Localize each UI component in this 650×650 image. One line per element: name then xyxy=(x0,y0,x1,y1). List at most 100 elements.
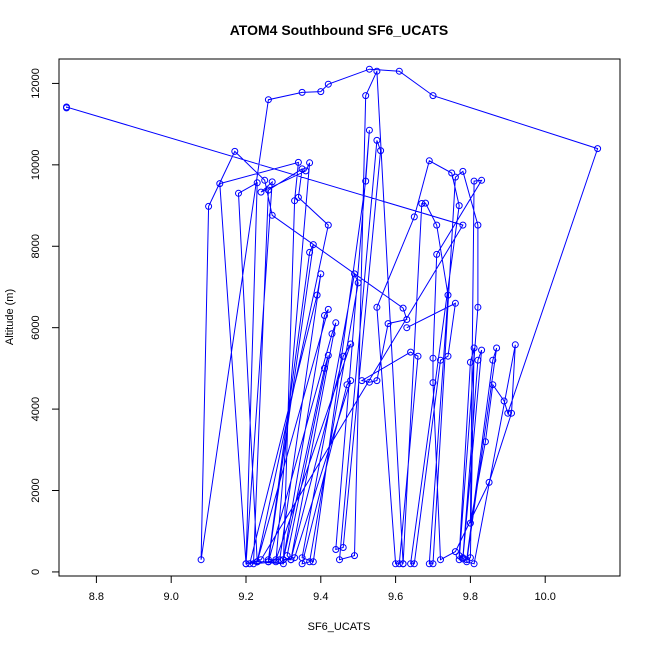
data-point xyxy=(463,558,471,566)
data-point xyxy=(500,397,508,405)
data-point xyxy=(272,556,280,564)
data-point xyxy=(448,169,456,177)
data-point xyxy=(481,438,489,446)
data-point xyxy=(373,377,381,385)
data-point xyxy=(407,348,415,356)
data-point xyxy=(264,96,272,104)
data-point xyxy=(362,177,370,185)
data-point xyxy=(328,330,336,338)
data-point xyxy=(444,352,452,360)
data-point xyxy=(459,167,467,175)
data-point xyxy=(422,199,429,207)
data-point xyxy=(470,177,478,185)
data-point xyxy=(324,351,332,359)
data-point xyxy=(324,80,332,88)
data-point xyxy=(235,189,242,197)
data-point xyxy=(253,558,261,566)
data-point xyxy=(399,560,407,568)
data-point xyxy=(306,248,314,256)
data-point xyxy=(242,560,250,568)
data-point xyxy=(354,279,362,287)
data-point xyxy=(459,554,467,562)
data-point xyxy=(261,176,269,184)
data-point xyxy=(250,560,257,568)
data-point xyxy=(321,364,328,372)
data-point xyxy=(429,560,437,568)
y-tick-label: 2000 xyxy=(30,478,42,502)
data-point xyxy=(414,352,422,360)
data-point xyxy=(253,179,261,187)
x-tick-label: 8.8 xyxy=(89,591,104,603)
data-point xyxy=(294,193,302,201)
data-point xyxy=(399,304,407,312)
data-point xyxy=(395,560,403,568)
data-point xyxy=(339,352,347,360)
data-point xyxy=(264,556,272,564)
data-point xyxy=(451,173,459,181)
data-point xyxy=(466,554,474,562)
data-point xyxy=(257,188,265,196)
chart-title: ATOM4 Southbound SF6_UCATS xyxy=(230,22,449,38)
data-point xyxy=(504,409,512,417)
data-point xyxy=(433,221,441,229)
data-point xyxy=(403,316,411,323)
data-point xyxy=(511,341,519,349)
data-point xyxy=(470,344,478,352)
data-point xyxy=(478,346,486,354)
data-point xyxy=(444,291,452,299)
data-point xyxy=(437,556,444,564)
data-point xyxy=(63,103,70,111)
data-point xyxy=(309,558,317,566)
data-point xyxy=(455,202,463,210)
data-point xyxy=(205,202,213,210)
data-point xyxy=(291,554,299,562)
data-point xyxy=(362,92,370,100)
data-point xyxy=(463,556,471,564)
data-point xyxy=(332,546,340,553)
data-point xyxy=(466,358,474,366)
x-tick-label: 9.2 xyxy=(238,591,253,603)
data-point xyxy=(594,145,602,153)
data-point xyxy=(365,126,373,134)
data-point xyxy=(298,88,306,96)
data-point xyxy=(455,552,463,560)
data-point xyxy=(313,291,321,299)
x-axis-label: SF6_UCATS xyxy=(308,621,371,633)
data-point xyxy=(306,159,314,167)
plot-frame xyxy=(58,58,621,577)
data-point xyxy=(197,556,205,564)
data-point xyxy=(246,560,254,568)
data-point xyxy=(466,519,474,527)
data-point xyxy=(317,88,325,96)
data-point xyxy=(276,556,284,564)
data-point xyxy=(508,409,515,417)
data-point xyxy=(264,186,272,194)
data-point xyxy=(433,250,441,258)
data-point xyxy=(403,324,411,332)
data-point xyxy=(493,344,501,352)
data-point xyxy=(377,147,385,155)
data-point xyxy=(321,312,328,319)
data-point xyxy=(324,305,332,313)
x-tick-label: 9.4 xyxy=(313,591,328,603)
data-point xyxy=(365,378,373,386)
data-point xyxy=(429,379,437,387)
data-point xyxy=(324,221,332,229)
x-tick-label: 10.0 xyxy=(534,591,555,603)
data-point xyxy=(302,167,310,175)
data-point xyxy=(373,303,381,311)
data-point xyxy=(485,478,493,486)
data-point xyxy=(279,556,287,564)
data-point xyxy=(347,340,355,348)
y-axis-label: Altitude (m) xyxy=(4,289,16,345)
data-point xyxy=(298,165,306,173)
data-point xyxy=(336,556,343,564)
data-point xyxy=(351,552,358,560)
data-point xyxy=(429,92,437,100)
data-point xyxy=(257,556,265,564)
data-point xyxy=(373,136,381,144)
data-point xyxy=(332,319,340,327)
data-point xyxy=(407,560,415,568)
data-point xyxy=(298,554,306,562)
